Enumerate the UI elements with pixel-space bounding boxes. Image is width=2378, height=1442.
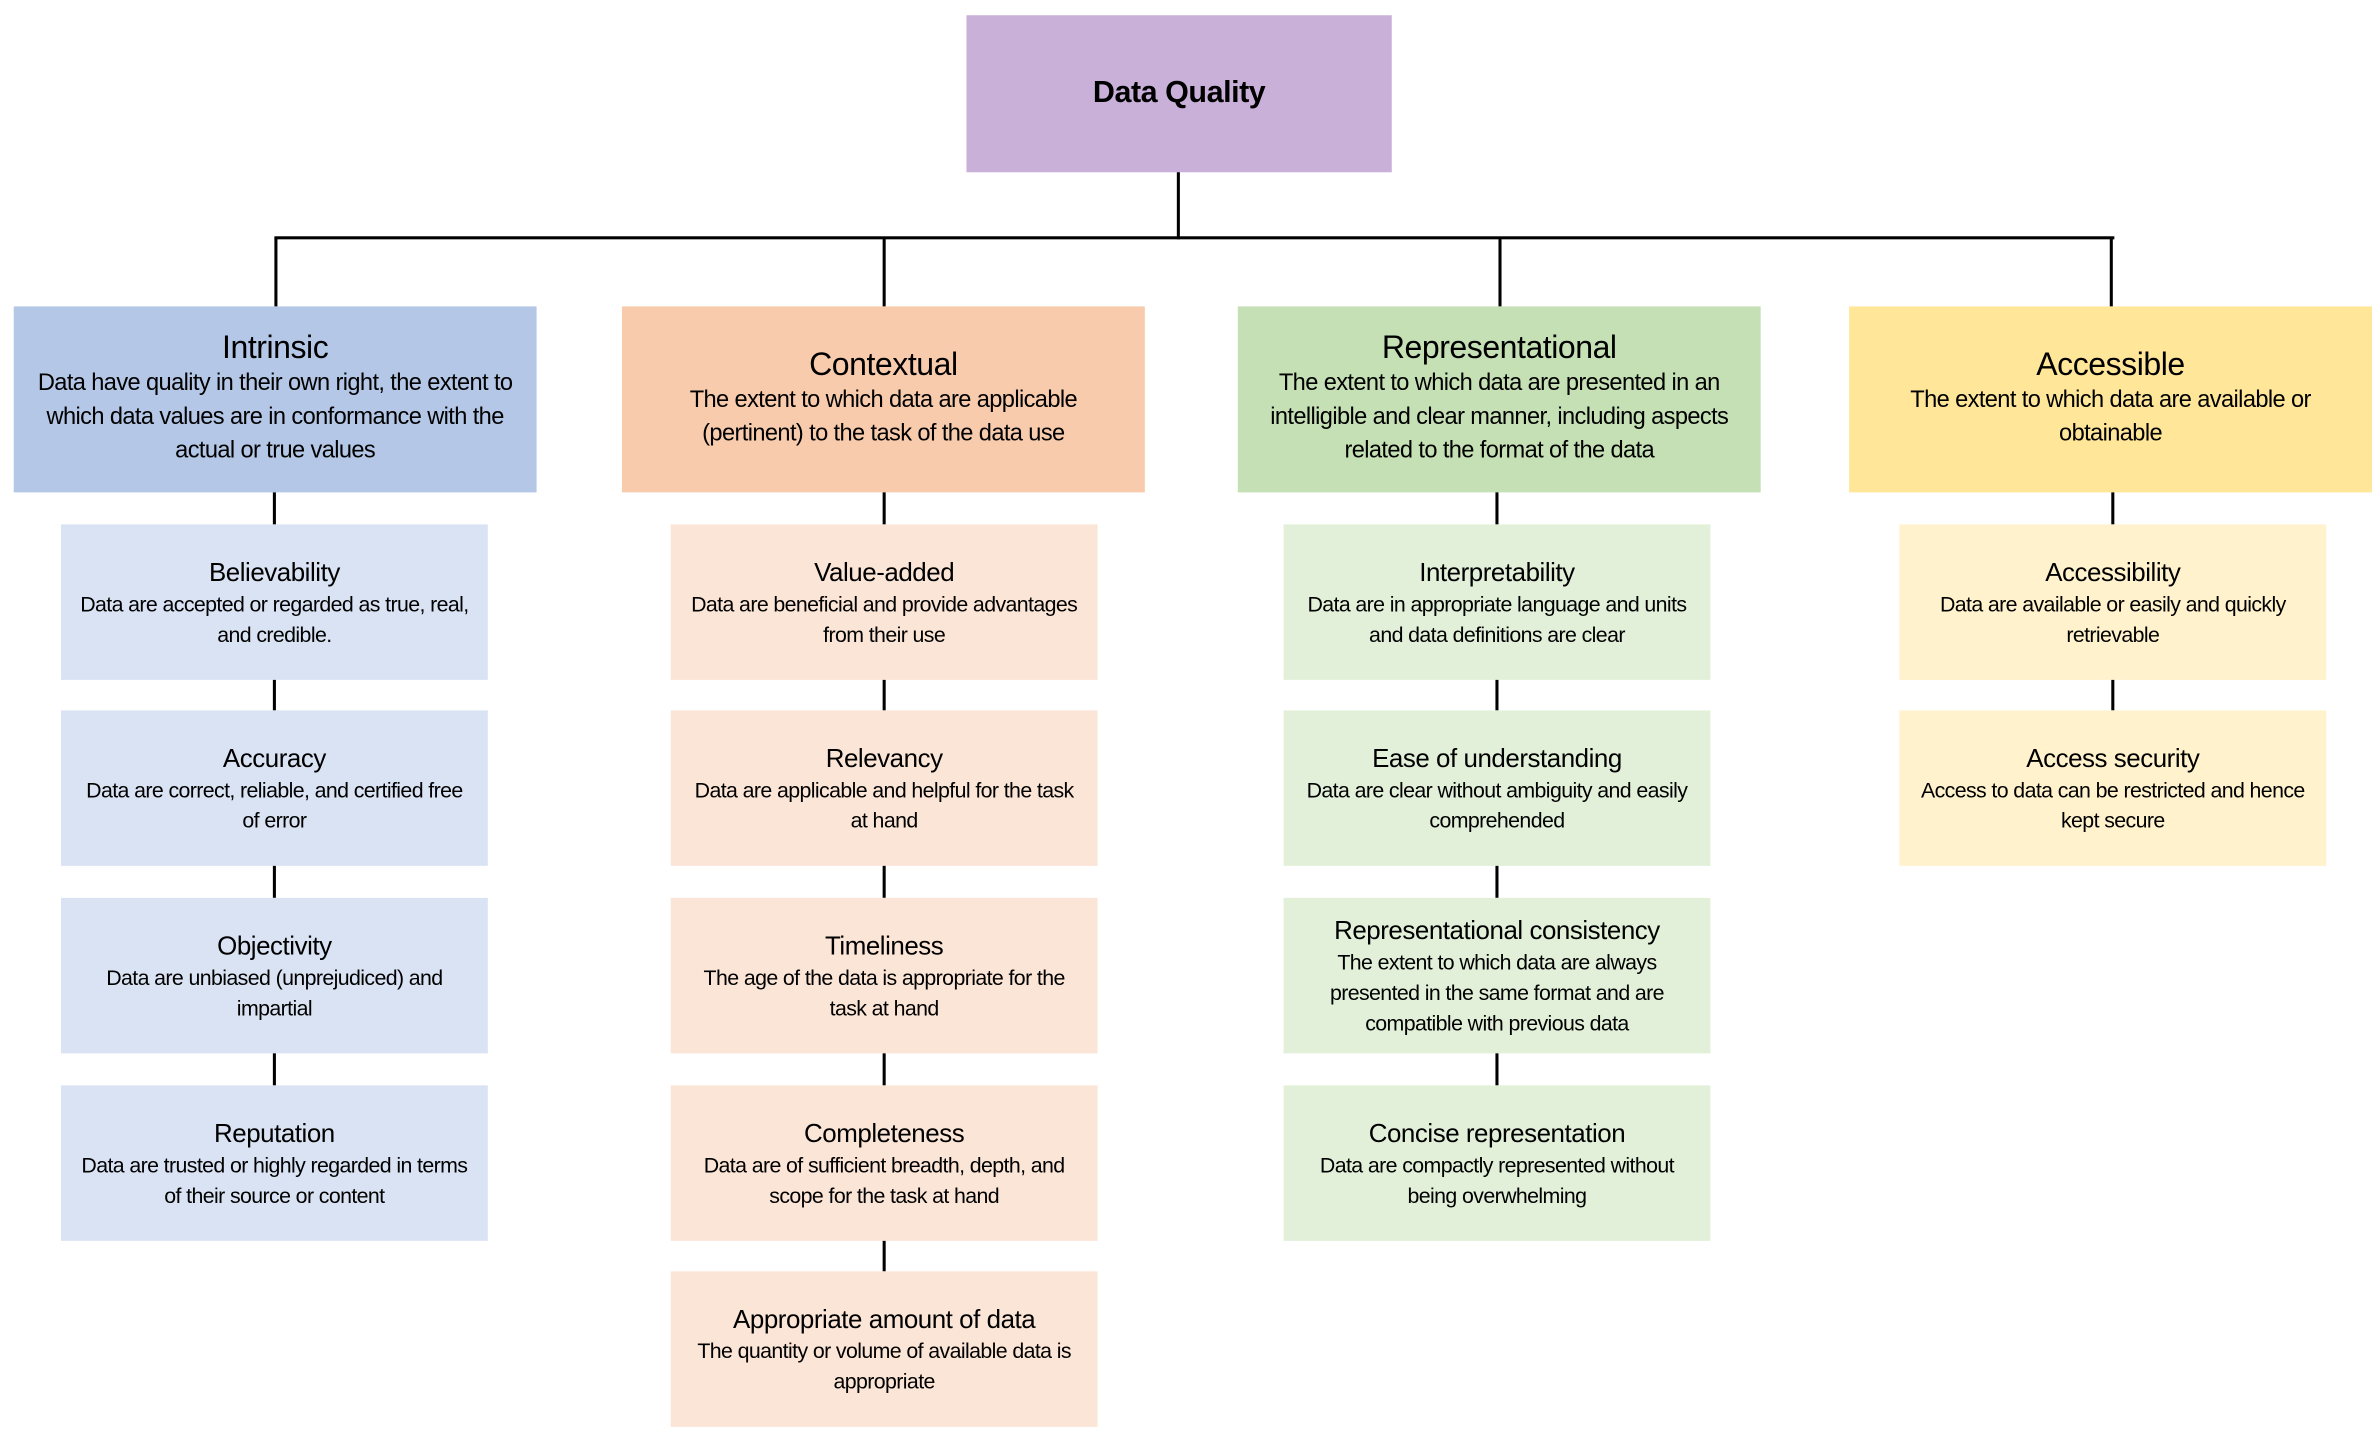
dimension-representational-consistency: Representational consistency The extent t… (1283, 897, 1711, 1054)
category-accessible: Accessible The extent to which data are a… (1849, 306, 2372, 493)
dimension-description: Data are of sufficient breadth, depth, a… (703, 1151, 1065, 1207)
dimension-title: Ease of understanding (1372, 743, 1622, 773)
dimension-believability: Believability Data are accepted or regard… (60, 524, 488, 680)
connector-intrinsic-child (272, 865, 276, 898)
connector-representational (1497, 237, 1501, 307)
category-representational: Representational The extent to which data… (1237, 306, 1761, 493)
dimension-description: Data are unbiased (unprejudiced) and imp… (106, 964, 443, 1020)
connector-contextual-child (882, 679, 886, 711)
dimension-title: Representational consistency (1334, 915, 1660, 945)
dimension-title: Accuracy (222, 743, 326, 773)
dimension-description: Data are in appropriate language and uni… (1307, 590, 1687, 646)
connector-contextual-child (882, 1053, 886, 1086)
connector-representational-child (1495, 492, 1499, 525)
connector-contextual (881, 237, 885, 307)
dimension-timeliness: Timeliness The age of the data is appropr… (670, 897, 1098, 1054)
dimension-title: Value-added (814, 557, 955, 587)
connector-root (1176, 172, 1180, 240)
dimension-description: Data are correct, reliable, and certifie… (86, 776, 463, 832)
connector-accessible (2109, 237, 2113, 307)
dimension-title: Completeness (804, 1118, 965, 1148)
dimension-description: Data are accepted or regarded as true, r… (80, 590, 469, 646)
dimension-description: Data are beneficial and provide advantag… (691, 590, 1078, 646)
category-title: Representational (1381, 330, 1617, 366)
category-title: Accessible (2036, 347, 2185, 383)
connector-intrinsic-child (272, 492, 276, 525)
connector-contextual-child (882, 492, 886, 525)
category-description: The extent to which data are applicable … (689, 387, 1078, 447)
dimension-accuracy: Accuracy Data are correct, reliable, and … (60, 710, 488, 866)
dimension-title: Objectivity (217, 930, 332, 960)
connector-horizontal (274, 236, 2115, 240)
dimension-access-security: Access security Access to data can be res… (1899, 710, 2327, 866)
dimension-title: Reputation (213, 1118, 335, 1148)
dimension-description: The age of the data is appropriate for t… (703, 964, 1066, 1020)
dimension-relevancy: Relevancy Data are applicable and helpful… (670, 710, 1098, 866)
root-title: Data Quality (1092, 76, 1266, 110)
category-contextual: Contextual The extent to which data are a… (621, 306, 1145, 493)
dimension-description: Data are trusted or highly regarded in t… (81, 1151, 468, 1207)
dimension-objectivity: Objectivity Data are unbiased (unprejudic… (60, 897, 488, 1054)
dimension-description: Data are clear without ambiguity and eas… (1306, 776, 1688, 832)
dimension-concise-representation: Concise representation Data are compactly… (1283, 1085, 1711, 1241)
dimension-completeness: Completeness Data are of sufficient bread… (670, 1085, 1098, 1241)
dimension-title: Accessibility (2045, 557, 2181, 587)
connector-accessible-child (2111, 679, 2115, 711)
connector-contextual-child (882, 865, 886, 898)
dimension-title: Relevancy (825, 743, 943, 773)
category-description: The extent to which data are presented i… (1270, 370, 1729, 464)
dimension-interpretability: Interpretability Data are in appropriate … (1283, 524, 1711, 680)
dimension-description: The quantity or volume of available data… (697, 1337, 1071, 1393)
dimension-description: Data are compactly represented without b… (1319, 1151, 1675, 1207)
dimension-description: Data are applicable and helpful for the … (694, 776, 1075, 832)
dimension-appropriate-amount-of-data: Appropriate amount of data The quantity o… (670, 1271, 1098, 1427)
dimension-description: The extent to which data are always pres… (1329, 948, 1665, 1035)
connector-intrinsic (273, 237, 277, 307)
dimension-title: Appropriate amount of data (733, 1304, 1036, 1334)
category-description: The extent to which data are available o… (1910, 387, 2311, 447)
root-node: Data Quality (966, 15, 1392, 173)
dimension-title: Timeliness (824, 930, 944, 960)
connector-accessible-child (2111, 492, 2115, 525)
connector-representational-child (1495, 1053, 1499, 1086)
connector-contextual-child (882, 1240, 886, 1272)
dimension-description: Data are available or easily and quickly… (1939, 590, 2286, 646)
connector-representational-child (1495, 679, 1499, 711)
connector-intrinsic-child (272, 679, 276, 711)
category-intrinsic: Intrinsic Data have quality in their own … (13, 306, 537, 493)
dimension-title: Access security (2026, 743, 2200, 773)
category-title: Intrinsic (222, 330, 329, 366)
dimension-description: Access to data can be restricted and hen… (1920, 776, 2305, 832)
dimension-title: Concise representation (1368, 1118, 1626, 1148)
connector-representational-child (1495, 865, 1499, 898)
dimension-title: Interpretability (1419, 557, 1575, 587)
dimension-ease-of-understanding: Ease of understanding Data are clear with… (1283, 710, 1711, 866)
dimension-title: Believability (208, 557, 340, 587)
category-title: Contextual (809, 347, 958, 383)
dimension-value-added: Value-added Data are beneficial and provi… (670, 524, 1098, 680)
connector-intrinsic-child (272, 1053, 276, 1086)
dimension-accessibility: Accessibility Data are available or easil… (1899, 524, 2327, 680)
category-description: Data have quality in their own right, th… (37, 370, 513, 464)
dimension-reputation: Reputation Data are trusted or highly reg… (60, 1085, 488, 1241)
